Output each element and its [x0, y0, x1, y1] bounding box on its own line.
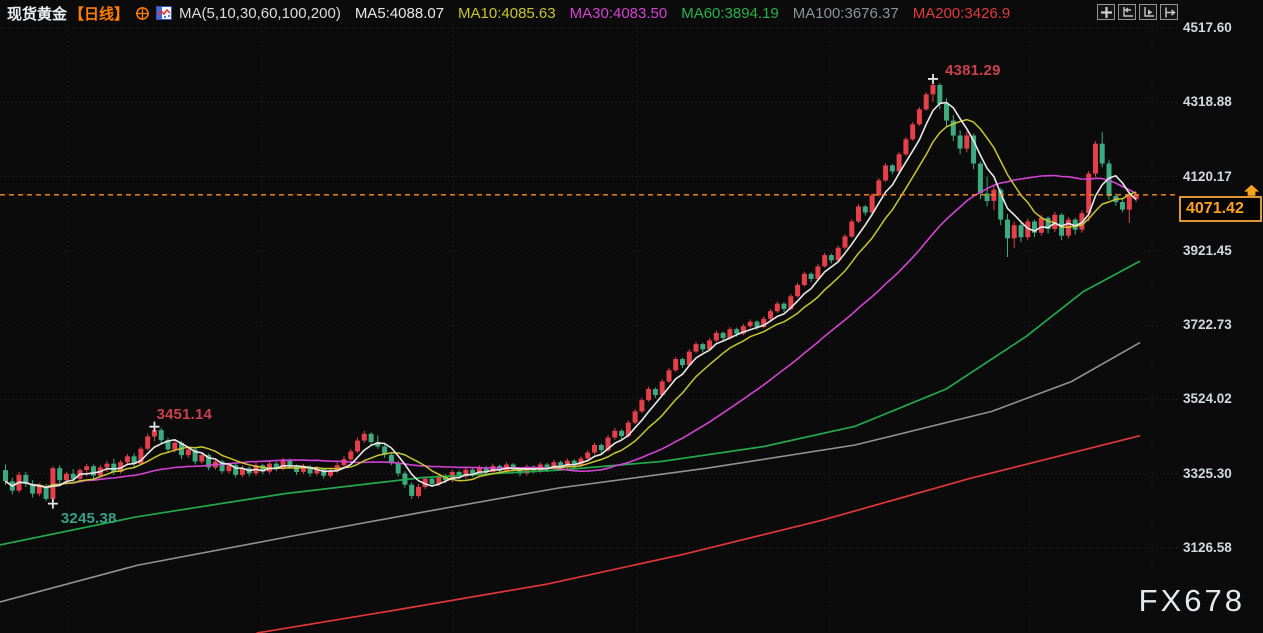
price-annotation: 3451.14 — [156, 405, 213, 423]
ma60-value: MA60:3894.19 — [681, 4, 779, 22]
period-label[interactable]: 【日线】 — [69, 5, 130, 23]
pan-right-icon[interactable] — [1160, 4, 1178, 20]
y-axis-label: 3921.45 — [1183, 242, 1232, 258]
chart-toolbar — [1097, 4, 1178, 20]
axis-scale-left-icon[interactable] — [1118, 4, 1136, 20]
chart-style-icon[interactable] — [156, 6, 173, 20]
ma-formula-label: MA(5,10,30,60,100,200) — [179, 4, 341, 22]
y-axis-label: 4318.88 — [1183, 94, 1232, 110]
y-axis-label: 3126.58 — [1183, 540, 1232, 555]
ma200-value: MA200:3426.9 — [912, 4, 1011, 22]
price-annotation: 4381.29 — [944, 61, 1001, 79]
price-up-arrow-icon — [1244, 184, 1259, 196]
circle-plus-icon[interactable] — [135, 6, 150, 21]
crosshair-move-icon[interactable] — [1097, 4, 1115, 20]
y-axis-label: 3722.73 — [1183, 317, 1232, 333]
y-axis-label: 4517.60 — [1183, 20, 1232, 35]
y-axis-label: 3524.02 — [1183, 391, 1232, 407]
current-price-tag: 4071.42 — [1179, 195, 1262, 222]
y-axis-label: 3325.30 — [1183, 465, 1232, 481]
axis-scale-play-icon[interactable] — [1139, 4, 1157, 20]
price-annotation: 3245.38 — [60, 509, 117, 527]
ma100-value: MA100:3676.37 — [792, 4, 899, 22]
y-axis-label: 4120.17 — [1183, 168, 1232, 184]
chart-header: 现货黄金 【日线】 MA(5,10,30,60,100,200) MA5:408… — [0, 0, 1263, 26]
instrument-title: 现货黄金 — [7, 5, 68, 23]
ma5-value: MA5:4088.07 — [354, 4, 445, 22]
ma30-value: MA30:4083.50 — [569, 4, 668, 22]
ma10-value: MA10:4085.63 — [458, 4, 556, 22]
watermark: FX678 — [1138, 583, 1245, 618]
